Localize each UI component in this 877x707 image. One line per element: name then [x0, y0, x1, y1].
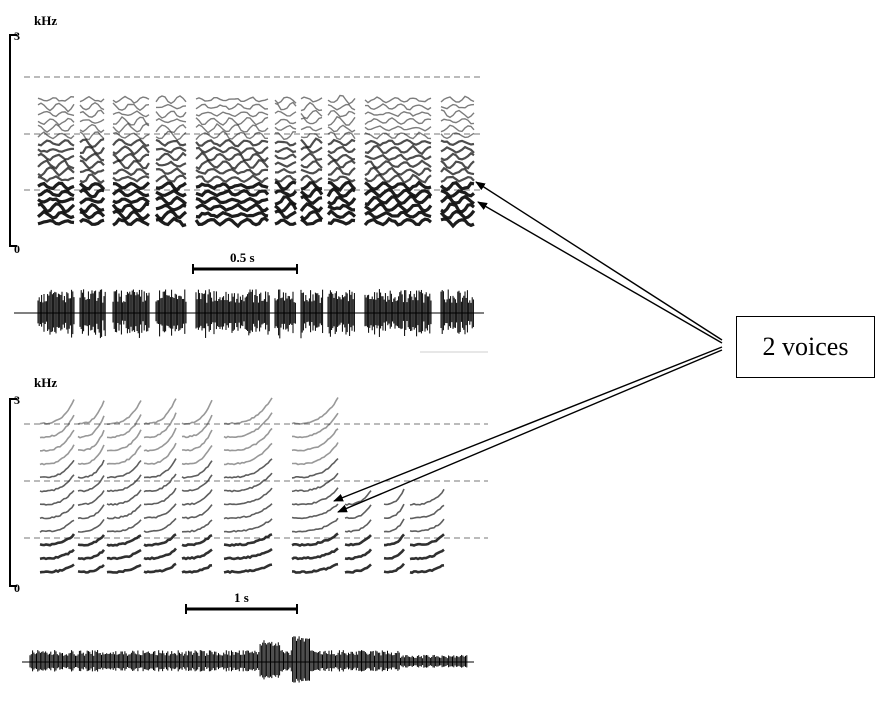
bottom-spectrogram-panel	[9, 397, 488, 683]
top-spectrogram-panel	[9, 34, 484, 339]
bottom-freq-max-label: 3	[14, 393, 20, 407]
bottom-freq-min-label: 0	[14, 581, 20, 595]
top-spectrogram	[37, 94, 476, 229]
annotation-arrows	[333, 181, 723, 513]
arrow-to-bottom-band-b	[337, 349, 723, 513]
arrow-to-top-upper-band	[475, 181, 723, 341]
top-freq-unit-label: kHz	[34, 13, 58, 28]
top-freq-axis	[9, 34, 17, 247]
top-freq-max-label: 3	[14, 29, 20, 43]
bottom-scale-bar	[185, 604, 298, 614]
bottom-scale-bar-label: 1 s	[234, 590, 249, 605]
top-scale-bar	[192, 264, 298, 274]
arrow-to-top-lower-band	[477, 201, 723, 344]
top-scale-bar-label: 0.5 s	[230, 250, 255, 265]
two-voices-label: 2 voices	[762, 332, 849, 361]
two-voices-callout: 2 voices	[736, 316, 875, 378]
bottom-freq-unit-label: kHz	[34, 375, 58, 390]
arrow-to-bottom-band-a	[333, 346, 723, 502]
bottom-freq-axis	[9, 398, 17, 587]
top-freq-min-label: 0	[14, 242, 20, 256]
bottom-spectrogram	[39, 397, 445, 575]
bottom-waveform	[22, 636, 474, 683]
top-waveform	[14, 289, 484, 339]
